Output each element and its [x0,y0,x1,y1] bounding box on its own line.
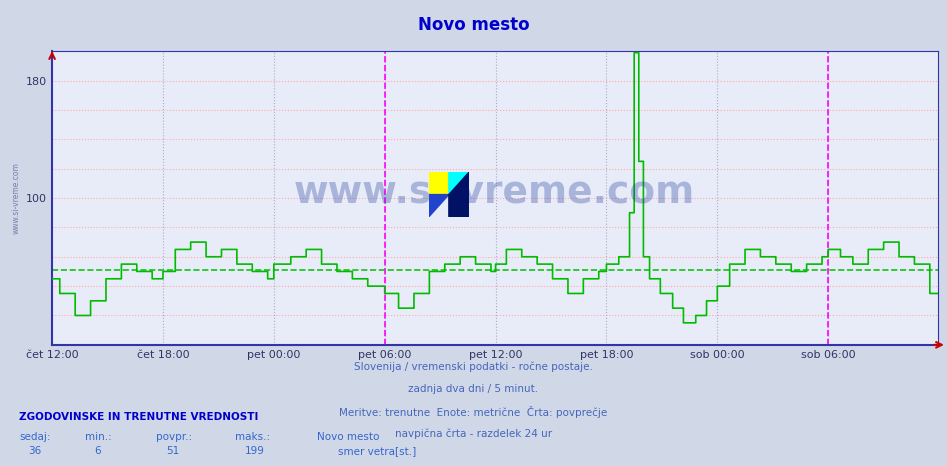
Text: 6: 6 [95,446,101,456]
Text: Novo mesto: Novo mesto [418,16,529,34]
Polygon shape [449,172,469,217]
Text: Slovenija / vremenski podatki - ročne postaje.: Slovenija / vremenski podatki - ročne po… [354,361,593,372]
Text: smer vetra[st.]: smer vetra[st.] [338,446,417,456]
Polygon shape [429,195,449,217]
Text: 199: 199 [244,446,264,456]
Text: www.si-vreme.com: www.si-vreme.com [295,174,695,210]
Polygon shape [449,172,469,195]
Text: Novo mesto: Novo mesto [317,432,380,442]
Text: sedaj:: sedaj: [19,432,50,442]
Text: min.:: min.: [85,432,112,442]
Text: Meritve: trenutne  Enote: metrične  Črta: povprečje: Meritve: trenutne Enote: metrične Črta: … [339,406,608,418]
Bar [429,172,449,195]
Text: 36: 36 [28,446,42,456]
Text: 51: 51 [166,446,179,456]
Text: povpr.:: povpr.: [156,432,192,442]
Text: maks.:: maks.: [235,432,270,442]
Text: zadnja dva dni / 5 minut.: zadnja dva dni / 5 minut. [408,384,539,393]
Text: navpična črta - razdelek 24 ur: navpična črta - razdelek 24 ur [395,428,552,439]
Text: ZGODOVINSKE IN TRENUTNE VREDNOSTI: ZGODOVINSKE IN TRENUTNE VREDNOSTI [19,412,259,422]
Text: www.si-vreme.com: www.si-vreme.com [12,162,21,234]
